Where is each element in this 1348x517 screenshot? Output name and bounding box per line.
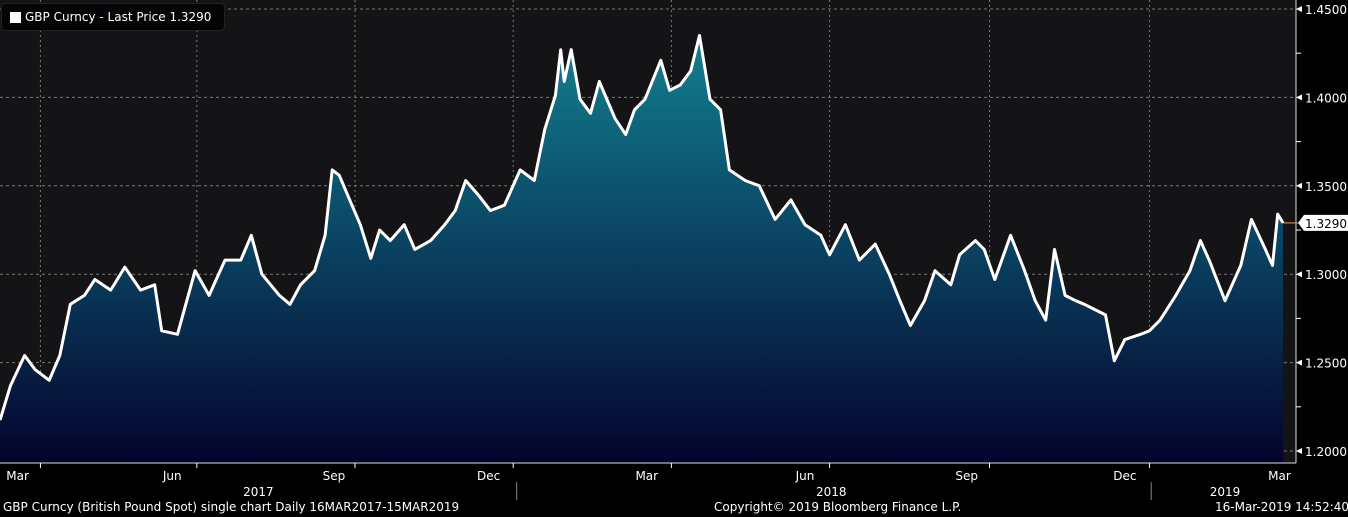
legend-label: GBP Curncy - Last Price 1.3290 [25, 10, 212, 24]
price-area-fill [0, 35, 1283, 463]
x-month-label: Sep [955, 469, 978, 483]
last-price-label: 1.3290 [1305, 217, 1347, 231]
x-year-label: 2019 [1210, 485, 1241, 499]
legend-swatch [10, 11, 21, 23]
x-month-label: Jun [795, 469, 815, 483]
x-month-label: Dec [1113, 469, 1136, 483]
y-tick-marker [1296, 182, 1302, 189]
x-month-label: Sep [323, 469, 346, 483]
y-tick-label: 1.3500 [1305, 180, 1347, 194]
y-axis: 1.2000 1.2500 1.3000 1.3500 1.4000 1.4500 1.32… [1283, 3, 1348, 459]
footer-description: GBP Curncy (British Pound Spot) single c… [3, 500, 460, 514]
x-month-label: Mar [635, 469, 658, 483]
price-line [0, 34, 1285, 421]
y-tick-marker [1296, 6, 1302, 12]
y-tick-label: 1.4000 [1305, 91, 1347, 105]
y-tick-label: 1.4500 [1305, 3, 1347, 17]
x-month-label: Dec [477, 469, 500, 483]
y-tick-marker [1296, 271, 1302, 278]
x-month-label: Mar [6, 469, 29, 483]
y-tick-marker [1296, 94, 1302, 101]
footer-copyright: Copyright© 2019 Bloomberg Finance L.P. [714, 500, 962, 514]
footer-timestamp: 16-Mar-2019 14:52:40 [1215, 500, 1348, 514]
y-tick-label: 1.2500 [1305, 357, 1347, 371]
last-price-badge [1298, 214, 1348, 231]
x-month-label: Jun [162, 469, 182, 483]
legend: GBP Curncy - Last Price 1.3290 [1, 3, 225, 31]
y-tick-marker [1296, 448, 1302, 454]
x-axis: Mar Jun Sep Dec Mar Jun Sep Dec Mar 2017 2018 2019 [6, 463, 1291, 500]
x-month-label: Mar [1268, 469, 1291, 483]
x-year-label: 2017 [243, 485, 274, 499]
y-tick-label: 1.2000 [1305, 445, 1347, 459]
y-tick-label: 1.3000 [1305, 268, 1347, 282]
x-year-label: 2018 [816, 485, 847, 499]
y-tick-marker [1296, 359, 1302, 366]
